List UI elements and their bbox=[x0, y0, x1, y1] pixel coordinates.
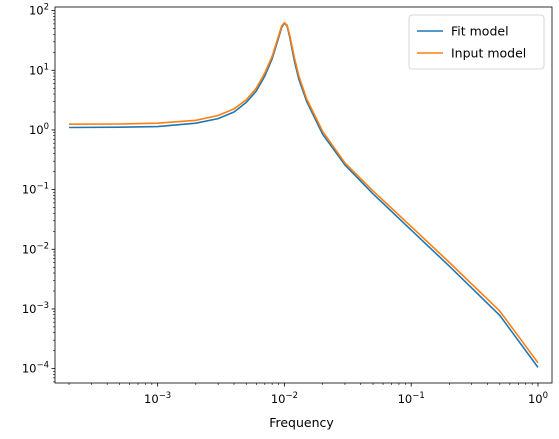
y-tick-label: 10−4 bbox=[22, 361, 49, 376]
y-tick-label: 102 bbox=[29, 3, 49, 18]
x-tick-label: 100 bbox=[528, 391, 548, 406]
x-axis: 10−3 10−2 10−1 100 bbox=[68, 383, 548, 406]
plot-area bbox=[68, 21, 539, 368]
legend: Fit model Input model bbox=[408, 14, 545, 70]
series-line-1 bbox=[68, 22, 539, 368]
x-tick-label: 10−3 bbox=[144, 391, 171, 406]
series-line-2 bbox=[68, 21, 539, 364]
y-tick-label: 100 bbox=[29, 122, 49, 137]
y-tick-label: 10−2 bbox=[22, 241, 49, 256]
y-tick-label: 10−3 bbox=[22, 301, 49, 316]
y-tick-label: 101 bbox=[29, 62, 49, 77]
legend-label-2: Input model bbox=[451, 46, 526, 61]
legend-label-1: Fit model bbox=[451, 24, 509, 39]
legend-box bbox=[408, 14, 545, 70]
plot-frame bbox=[54, 6, 553, 384]
x-axis-label: Frequency bbox=[269, 415, 334, 430]
x-tick-label: 10−1 bbox=[398, 391, 425, 406]
x-tick-label: 10−2 bbox=[271, 391, 298, 406]
y-axis: 10−4 10−3 10−2 10−1 100 101 102 bbox=[22, 3, 55, 383]
y-tick-label: 10−1 bbox=[22, 182, 49, 197]
